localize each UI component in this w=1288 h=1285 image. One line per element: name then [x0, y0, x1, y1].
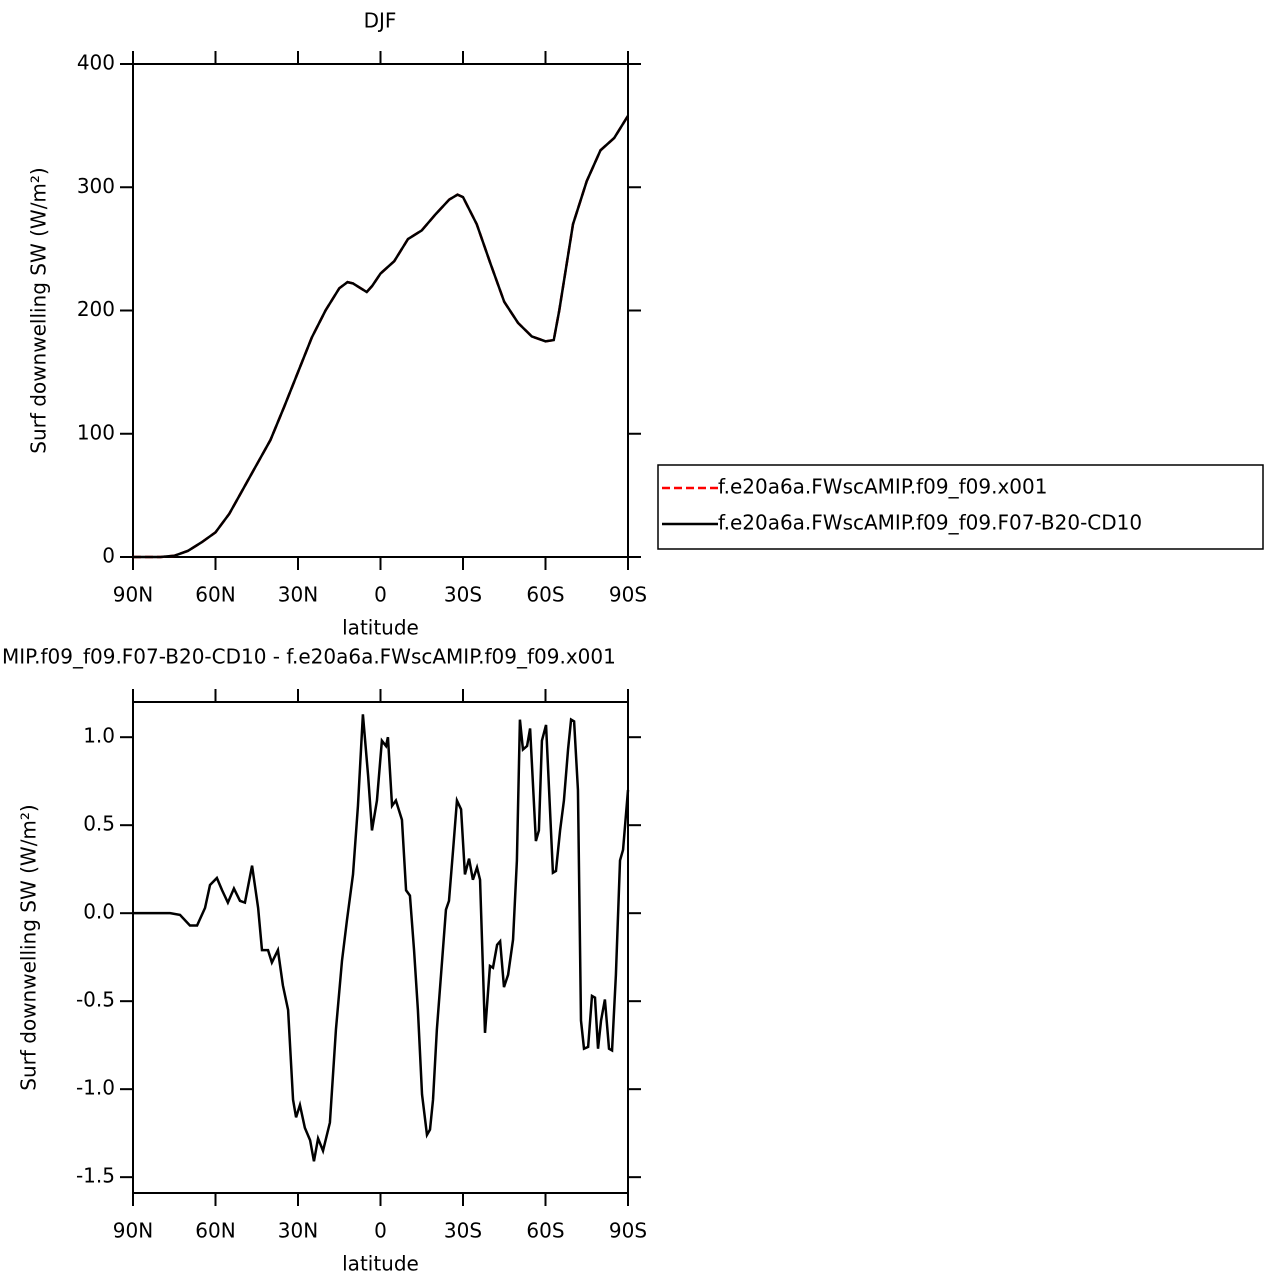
- x-tick-label: 60N: [195, 1219, 235, 1243]
- x-tick-label: 60S: [526, 583, 564, 607]
- x-tick-label: 60S: [526, 1219, 564, 1243]
- chart-title: DJF: [364, 9, 397, 33]
- x-tick-label: 30N: [278, 583, 318, 607]
- y-tick-label: 1.0: [83, 724, 115, 748]
- y-tick-label: 100: [77, 420, 115, 444]
- plot-frame: [132, 63, 629, 558]
- chart-title: MIP.f09_f09.F07-B20-CD10 - f.e20a6a.FWsc…: [2, 645, 616, 669]
- legend-label: f.e20a6a.FWscAMIP.f09_f09.F07-B20-CD10: [718, 511, 1142, 535]
- x-tick-label: 0: [374, 583, 387, 607]
- y-tick-label: -1.0: [76, 1076, 115, 1100]
- x-tick-label: 90N: [113, 583, 153, 607]
- plot-frame: [132, 701, 629, 1194]
- y-tick-label: 0.0: [83, 900, 115, 924]
- y-axis-label: Surf downwelling SW (W/m²): [27, 167, 51, 453]
- x-tick-label: 90S: [609, 1219, 647, 1243]
- x-axis-label: latitude: [342, 616, 419, 640]
- x-tick-label: 30S: [444, 1219, 482, 1243]
- x-tick-label: 30N: [278, 1219, 318, 1243]
- x-axis-label: latitude: [342, 1252, 419, 1276]
- y-tick-label: 300: [77, 174, 115, 198]
- data-line: [133, 115, 630, 559]
- y-tick-label: -1.5: [76, 1164, 115, 1188]
- data-line: [133, 714, 630, 1162]
- x-tick-label: 0: [374, 1219, 387, 1243]
- x-tick-label: 30S: [444, 583, 482, 607]
- y-tick-label: 0: [102, 544, 115, 568]
- legend-label: f.e20a6a.FWscAMIP.f09_f09.x001: [718, 475, 1047, 499]
- y-tick-label: 400: [77, 51, 115, 75]
- y-axis-label: Surf downwelling SW (W/m²): [17, 804, 41, 1090]
- legend-box: [657, 464, 1264, 550]
- y-tick-label: -0.5: [76, 988, 115, 1012]
- x-tick-label: 90S: [609, 583, 647, 607]
- y-tick-label: 0.5: [83, 812, 115, 836]
- y-tick-label: 200: [77, 297, 115, 321]
- x-tick-label: 60N: [195, 583, 235, 607]
- x-tick-label: 90N: [113, 1219, 153, 1243]
